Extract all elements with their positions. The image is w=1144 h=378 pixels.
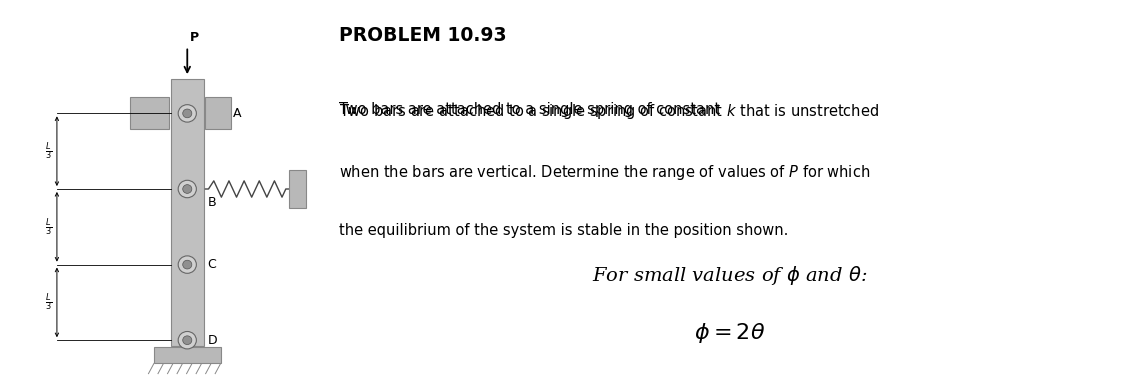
Circle shape <box>178 180 197 198</box>
Text: Two bars are attached to a single spring of constant $k$ that is unstretched: Two bars are attached to a single spring… <box>340 102 880 121</box>
Text: Two bars are attached to a single spring of constant: Two bars are attached to a single spring… <box>340 102 725 117</box>
Bar <box>129 98 169 129</box>
Circle shape <box>178 332 197 349</box>
Text: B: B <box>207 196 216 209</box>
Text: when the bars are vertical. Determine the range of values of $P$ for which: when the bars are vertical. Determine th… <box>340 163 871 181</box>
Circle shape <box>178 256 197 273</box>
Circle shape <box>183 109 192 118</box>
Bar <box>288 170 305 208</box>
Text: the equilibrium of the system is stable in the position shown.: the equilibrium of the system is stable … <box>340 223 789 238</box>
Circle shape <box>183 336 192 345</box>
Circle shape <box>183 260 192 269</box>
Circle shape <box>178 105 197 122</box>
Text: A: A <box>232 107 241 120</box>
Text: $\frac{L}{3}$: $\frac{L}{3}$ <box>45 140 53 162</box>
Bar <box>206 98 231 129</box>
Text: $\frac{L}{3}$: $\frac{L}{3}$ <box>45 291 53 313</box>
Text: $\phi = 2\theta$: $\phi = 2\theta$ <box>693 321 765 345</box>
Text: P: P <box>190 31 199 43</box>
Circle shape <box>183 184 192 194</box>
Text: C: C <box>207 258 216 271</box>
Text: $\frac{L}{3}$: $\frac{L}{3}$ <box>45 216 53 238</box>
Text: PROBLEM 10.93: PROBLEM 10.93 <box>340 26 507 45</box>
Bar <box>170 79 204 346</box>
Text: For small values of $\phi$ and $\theta$:: For small values of $\phi$ and $\theta$: <box>591 265 867 287</box>
Bar <box>154 347 221 364</box>
Text: D: D <box>207 334 217 347</box>
